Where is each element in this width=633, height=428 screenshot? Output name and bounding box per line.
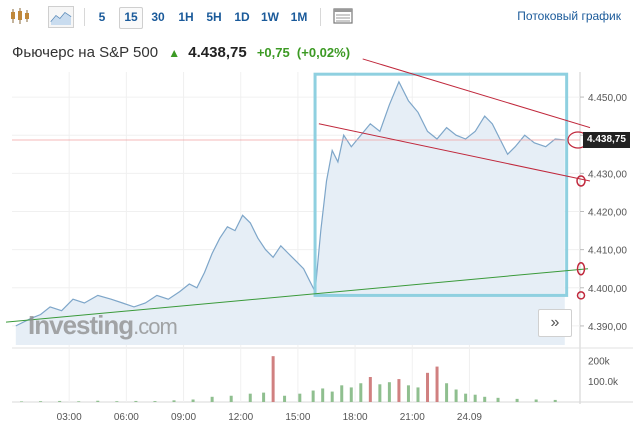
volume-bar xyxy=(483,396,487,402)
support-trend-line xyxy=(5,268,589,323)
volume-bar xyxy=(96,400,100,402)
up-arrow-icon: ▲ xyxy=(168,46,181,60)
volume-bar xyxy=(496,397,500,402)
volume-bar xyxy=(271,356,275,402)
volume-bar xyxy=(153,401,157,402)
timeframe-5h[interactable]: 5H xyxy=(206,10,222,24)
price-line xyxy=(15,80,565,327)
investing-watermark: Investing.com xyxy=(28,310,178,340)
volume-bar xyxy=(311,390,315,402)
time-tick-label: 21:00 xyxy=(400,412,425,423)
streaming-chart-link[interactable]: Потоковый график xyxy=(517,9,621,23)
instrument-name: Фьючерс на S&P 500 xyxy=(12,44,159,61)
volume-bar xyxy=(464,393,468,402)
price-tick-label: 4.420,00 xyxy=(588,208,627,219)
volume-bar xyxy=(191,399,195,402)
marker-4398 xyxy=(576,291,586,300)
volume-bar xyxy=(515,398,519,402)
price-tick-label: 4.390,00 xyxy=(588,322,627,333)
marker-4428 xyxy=(576,175,586,187)
volume-bar xyxy=(349,387,353,402)
volume-bar xyxy=(454,389,458,402)
volume-bar xyxy=(553,399,557,402)
timeframe-1m[interactable]: 1M xyxy=(290,10,308,24)
highlight-box xyxy=(313,72,569,297)
volume-bar xyxy=(330,391,334,402)
volume-bar xyxy=(534,399,538,402)
price-tick-label: 4.430,00 xyxy=(588,169,627,180)
volume-bar xyxy=(359,383,363,402)
volume-bar xyxy=(426,372,430,402)
volume-bar xyxy=(229,395,233,402)
volume-bar xyxy=(134,400,138,402)
volume-bar xyxy=(262,392,266,402)
volume-bar xyxy=(77,401,81,402)
timeframe-1d[interactable]: 1D xyxy=(234,10,250,24)
price-tick-label: 4.450,00 xyxy=(588,93,627,104)
volume-bar xyxy=(368,377,372,402)
volume-bar xyxy=(435,366,439,402)
timeframe-1h[interactable]: 1H xyxy=(178,10,194,24)
volume-bar xyxy=(115,401,119,402)
time-tick-label: 09:00 xyxy=(171,412,196,423)
time-tick-label: 15:00 xyxy=(285,412,310,423)
chart-toolbar: 5 15 30 1H 5H 1D 1W 1M Потоковый график xyxy=(0,0,633,34)
area-chart-icon[interactable] xyxy=(48,6,74,28)
volume-bar xyxy=(20,401,24,402)
toolbar-divider xyxy=(84,8,85,26)
timeframe-5[interactable]: 5 xyxy=(98,10,106,24)
time-tick-label: 12:00 xyxy=(228,412,253,423)
volume-tick-label: 100.0k xyxy=(588,377,619,388)
volume-bar xyxy=(406,385,410,402)
instrument-header: Фьючерс на S&P 500 ▲ 4.438,75 +0,75 (+0,… xyxy=(12,42,350,64)
lower-channel-line xyxy=(318,123,591,182)
price-tick-label: 4.400,00 xyxy=(588,284,627,295)
volume-bar xyxy=(340,385,344,402)
volume-bar xyxy=(172,400,176,402)
last-price: 4.438,75 xyxy=(188,44,247,61)
volume-bar xyxy=(473,394,477,402)
time-tick-label: 24.09 xyxy=(457,412,482,423)
volume-bar xyxy=(445,383,449,402)
volume-bar xyxy=(39,401,43,402)
volume-bar xyxy=(298,393,302,402)
timeframe-30[interactable]: 30 xyxy=(151,10,165,24)
volume-bar xyxy=(416,387,420,402)
upper-channel-line xyxy=(362,58,591,129)
volume-bar xyxy=(397,379,401,402)
volume-bar xyxy=(283,395,287,402)
expand-chart-button[interactable]: » xyxy=(538,309,572,337)
volume-bar xyxy=(248,393,252,402)
volume-bar xyxy=(378,384,382,402)
time-tick-label: 18:00 xyxy=(343,412,368,423)
price-change-percent: (+0,02%) xyxy=(296,45,351,60)
candlestick-icon[interactable] xyxy=(8,6,32,26)
volume-bar xyxy=(321,388,325,402)
timeframe-1w[interactable]: 1W xyxy=(261,10,279,24)
volume-bar xyxy=(210,396,214,402)
timeframe-15[interactable]: 15 xyxy=(119,7,143,29)
toolbar-divider xyxy=(320,8,321,26)
marker-4405 xyxy=(576,261,586,276)
price-tick-label: 4.410,00 xyxy=(588,246,627,257)
table-icon[interactable] xyxy=(331,6,355,26)
price-area-fill xyxy=(15,81,565,346)
time-tick-label: 06:00 xyxy=(114,412,139,423)
price-change: +0,75 xyxy=(256,45,290,60)
time-tick-label: 03:00 xyxy=(57,412,82,423)
volume-tick-label: 200k xyxy=(588,356,611,367)
volume-bar xyxy=(58,400,62,402)
current-price-tag: 4.438,75 xyxy=(583,131,630,148)
volume-bar xyxy=(387,382,391,402)
